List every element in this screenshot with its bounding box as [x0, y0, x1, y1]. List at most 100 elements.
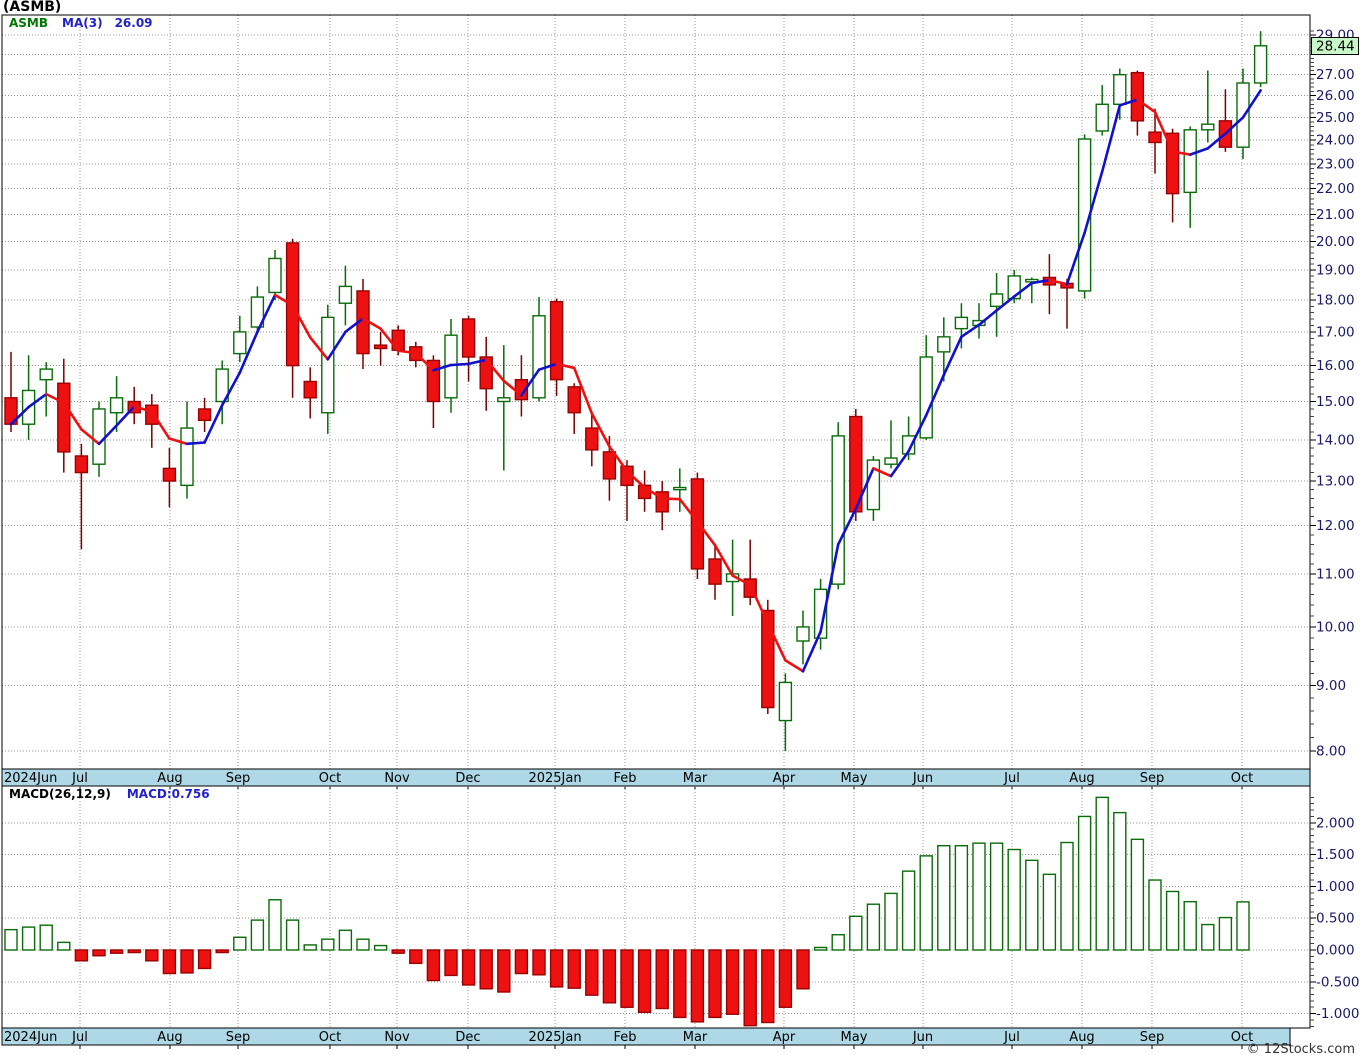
macd-bar — [127, 949, 141, 954]
macd-value: MACD:0.756 — [126, 787, 210, 801]
ma-line-segment — [1241, 89, 1262, 119]
last-price-badge: 28.44 — [1316, 38, 1355, 54]
price-tick-label: 27.00 — [1316, 67, 1355, 83]
candle-up — [989, 293, 1004, 308]
macd-bar — [937, 844, 951, 951]
month-label: 2024Jun — [4, 771, 57, 786]
ma-line-segment — [1206, 132, 1227, 150]
price-tick-label: 23.00 — [1316, 156, 1355, 172]
ma-line-segment — [44, 392, 66, 405]
price-tick-label: 25.00 — [1316, 110, 1355, 126]
ma-line-segment — [766, 621, 787, 662]
month-label: Sep — [1140, 1030, 1165, 1045]
candle-up — [901, 435, 916, 455]
month-label: Nov — [384, 771, 410, 786]
page-title: (ASMB) — [3, 0, 62, 15]
candle-down — [74, 455, 89, 474]
ma-line-segment — [115, 405, 136, 427]
macd-tick-label: -1.000 — [1316, 1006, 1360, 1022]
ma-line-segment — [291, 303, 312, 339]
candle-up — [180, 427, 194, 487]
price-chart-legend: ASMB MA(3) 26.09 — [9, 16, 153, 30]
month-label: 2024Jun — [4, 1030, 57, 1045]
ma-label: MA(3) — [62, 16, 103, 30]
candle-up — [321, 316, 335, 414]
ma-line-segment — [731, 574, 752, 587]
candle-up — [1201, 123, 1215, 131]
ma-line-segment — [942, 335, 963, 377]
candle-down — [567, 386, 581, 414]
macd-bar — [1148, 879, 1162, 951]
macd-bar — [884, 892, 898, 951]
macd-bar — [919, 855, 933, 951]
ma-line-segment — [520, 368, 541, 397]
ma-line-segment — [1224, 116, 1245, 135]
macd-bar — [655, 949, 669, 1010]
macd-bar — [1042, 873, 1057, 951]
macd-bar — [866, 903, 881, 951]
price-tick-label: 12.00 — [1316, 518, 1355, 534]
candle-down — [1165, 132, 1180, 195]
macd-legend: MACD(26,12,9) MACD:0.756 — [9, 787, 210, 801]
ma-line-segment — [907, 413, 928, 453]
macd-bar — [285, 919, 300, 951]
ma-line-segment — [185, 441, 206, 446]
macd-bar — [602, 949, 617, 1004]
month-label: Sep — [1140, 771, 1165, 786]
macd-bar — [620, 949, 634, 1008]
month-label: Oct — [319, 1030, 341, 1045]
macd-bar — [74, 949, 89, 962]
macd-tick-label: 1.000 — [1316, 879, 1355, 895]
month-label: Apr — [773, 771, 796, 786]
macd-bar — [1201, 923, 1215, 951]
candle-up — [1236, 82, 1250, 148]
price-tick-label: 17.00 — [1316, 324, 1355, 340]
macd-bar — [1007, 848, 1021, 951]
candle-down — [145, 404, 159, 425]
ma-line-segment — [484, 358, 506, 383]
ma-line-segment — [203, 403, 224, 444]
price-tick-label: 8.00 — [1316, 744, 1346, 760]
candle-up — [109, 397, 124, 414]
price-tick-label: 22.00 — [1316, 181, 1355, 197]
macd-tick-label: 2.000 — [1316, 815, 1355, 831]
ma-line-segment — [1188, 147, 1210, 156]
macd-tick-label: -0.500 — [1316, 974, 1360, 990]
candle-down — [849, 415, 863, 513]
month-label: Sep — [226, 1030, 251, 1045]
month-label: Nov — [384, 1030, 410, 1045]
ma-line-segment — [150, 410, 171, 440]
ma-line-segment — [361, 317, 382, 330]
candle-up — [92, 408, 106, 465]
ma-line-segment — [608, 445, 629, 473]
month-label: Apr — [773, 1030, 796, 1045]
macd-bar — [4, 928, 18, 951]
price-tick-label: 20.00 — [1316, 234, 1355, 250]
candle-up — [796, 626, 810, 642]
price-tick-label: 10.00 — [1316, 619, 1355, 635]
macd-bar — [849, 915, 863, 951]
candle-down — [373, 344, 388, 350]
ma-line-segment — [326, 330, 347, 361]
macd-bar — [1077, 815, 1092, 951]
candle-down — [197, 408, 212, 422]
macd-bar — [673, 949, 687, 1019]
ma-line-segment — [256, 293, 277, 334]
macd-bar — [268, 899, 282, 951]
macd-bar — [497, 949, 511, 993]
ma-line-segment — [396, 349, 418, 355]
candle-down — [1130, 71, 1145, 122]
price-tick-label: 16.00 — [1316, 358, 1355, 374]
macd-bar — [391, 949, 405, 954]
month-label: Aug — [157, 771, 182, 786]
price-tick-label: 21.00 — [1316, 207, 1355, 223]
month-label: Aug — [1069, 1030, 1094, 1045]
macd-bar — [145, 949, 159, 962]
ma-line-segment — [555, 362, 576, 370]
ma-line-segment — [80, 428, 101, 446]
month-label: Jun — [912, 771, 933, 786]
macd-bar — [1095, 796, 1109, 951]
candle-down — [690, 478, 705, 570]
macd-bar — [479, 949, 493, 990]
